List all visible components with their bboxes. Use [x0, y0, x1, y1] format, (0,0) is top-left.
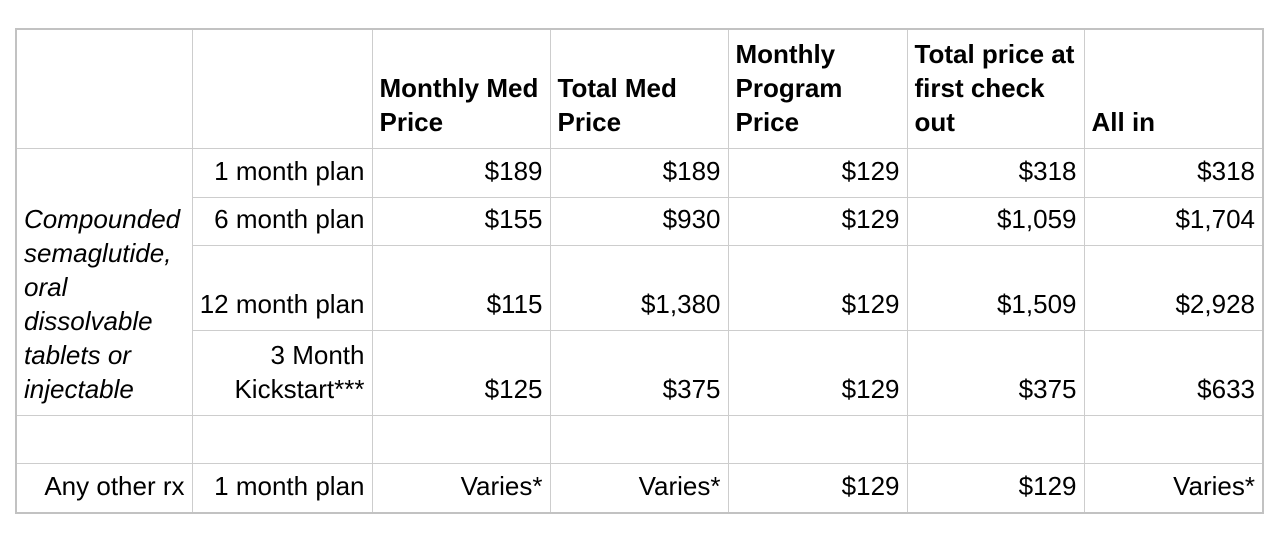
empty-cell: [549, 414, 729, 464]
cell-monthly-med-price: $155: [371, 196, 551, 246]
cell-monthly-med-price: $189: [371, 147, 551, 198]
cell-plan: 1 month plan: [191, 147, 373, 198]
cell-monthly-med-price: Varies*: [371, 462, 551, 514]
empty-cell: [15, 414, 193, 464]
header-row: Monthly Med Price Total Med Price Monthl…: [15, 28, 1264, 149]
cell-total-med-price: $1,380: [549, 244, 729, 331]
cell-all-in: $633: [1083, 329, 1264, 416]
header-monthly-program-price: Monthly Program Price: [727, 28, 908, 149]
cell-total-med-price: $375: [549, 329, 729, 416]
cell-all-in: Varies*: [1083, 462, 1264, 514]
cell-all-in: $1,704: [1083, 196, 1264, 246]
cell-total-price-first-checkout: $1,059: [906, 196, 1085, 246]
row-12-month-plan: 12 month plan $115 $1,380 $129 $1,509 $2…: [16, 244, 1264, 331]
empty-cell: [906, 414, 1085, 464]
header-all-in: All in: [1083, 28, 1264, 149]
row-3-month-kickstart: 3 Month Kickstart*** $125 $375 $129 $375…: [16, 329, 1264, 416]
header-total-price-first-checkout: Total price at first check out: [906, 28, 1085, 149]
empty-cell: [371, 414, 551, 464]
spacer-row: [15, 414, 1264, 464]
pricing-table: Monthly Med Price Total Med Price Monthl…: [15, 28, 1264, 514]
cell-all-in: $2,928: [1083, 244, 1264, 331]
cell-total-price-first-checkout: $318: [906, 147, 1085, 198]
cell-total-price-first-checkout: $1,509: [906, 244, 1085, 331]
row-1-month-plan: Compounded semaglutide, oral dissolvable…: [15, 147, 1264, 416]
cell-monthly-program-price: $129: [727, 462, 908, 514]
group-label-compounded-semaglutide: Compounded semaglutide, oral dissolvable…: [15, 147, 193, 416]
cell-monthly-med-price: $115: [371, 244, 551, 331]
cell-monthly-med-price: $125: [371, 329, 551, 416]
cell-all-in: $318: [1083, 147, 1264, 198]
cell-total-med-price: Varies*: [549, 462, 729, 514]
cell-total-med-price: $930: [549, 196, 729, 246]
header-empty-plan: [191, 28, 373, 149]
cell-plan: 6 month plan: [191, 196, 373, 246]
cell-total-price-first-checkout: $129: [906, 462, 1085, 514]
empty-cell: [727, 414, 908, 464]
row-6-month-plan: 6 month plan $155 $930 $129 $1,059 $1,70…: [16, 196, 1264, 246]
header-total-med-price: Total Med Price: [549, 28, 729, 149]
empty-cell: [1083, 414, 1264, 464]
header-empty-group: [15, 28, 193, 149]
cell-monthly-program-price: $129: [727, 147, 908, 198]
cell-plan: 3 Month Kickstart***: [191, 329, 373, 416]
cell-plan: 12 month plan: [191, 244, 373, 331]
cell-monthly-program-price: $129: [727, 196, 908, 246]
cell-monthly-program-price: $129: [727, 244, 908, 331]
header-monthly-med-price: Monthly Med Price: [371, 28, 551, 149]
cell-plan: 1 month plan: [191, 462, 373, 514]
pricing-sheet: Monthly Med Price Total Med Price Monthl…: [15, 28, 1264, 514]
row-any-other-rx: Any other rx 1 month plan Varies* Varies…: [15, 462, 1264, 514]
empty-cell: [191, 414, 373, 464]
cell-total-med-price: $189: [549, 147, 729, 198]
cell-total-price-first-checkout: $375: [906, 329, 1085, 416]
cell-rx-label: Any other rx: [15, 462, 193, 514]
cell-monthly-program-price: $129: [727, 329, 908, 416]
